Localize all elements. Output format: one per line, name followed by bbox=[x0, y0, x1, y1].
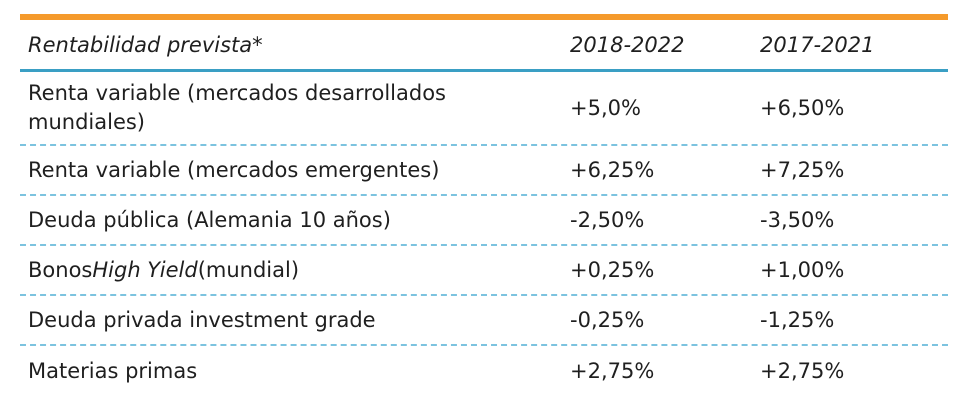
row-value-a: +6,25% bbox=[570, 158, 655, 182]
row-label-italic: High Yield bbox=[92, 258, 198, 282]
row-label: Deuda privada investment grade bbox=[28, 308, 376, 332]
table-row: Bonos High Yield (mundial) +0,25% +1,00% bbox=[20, 246, 948, 296]
row-label: Renta variable (mercados desarrollados m… bbox=[28, 81, 447, 134]
table-row: Deuda privada investment grade -0,25% -1… bbox=[20, 296, 948, 346]
header-period-2017-2021: 2017-2021 bbox=[760, 32, 875, 57]
row-value-b: +1,00% bbox=[760, 258, 845, 282]
row-value-a: -0,25% bbox=[570, 308, 645, 332]
row-label: Deuda pública (Alemania 10 años) bbox=[28, 208, 391, 232]
row-value-b: +2,75% bbox=[760, 359, 845, 383]
table-row: Deuda pública (Alemania 10 años) -2,50% … bbox=[20, 196, 948, 246]
row-value-b: -3,50% bbox=[760, 208, 835, 232]
table-header: Rentabilidad prevista* 2018-2022 2017-20… bbox=[20, 20, 948, 72]
row-value-a: +5,0% bbox=[570, 96, 641, 120]
row-value-b: +7,25% bbox=[760, 158, 845, 182]
row-value-a: -2,50% bbox=[570, 208, 645, 232]
table-row: Renta variable (mercados emergentes) +6,… bbox=[20, 146, 948, 196]
row-value-b: +6,50% bbox=[760, 96, 845, 120]
row-label: Renta variable (mercados emergentes) bbox=[28, 158, 440, 182]
row-value-a: +0,25% bbox=[570, 258, 655, 282]
row-value-b: -1,25% bbox=[760, 308, 835, 332]
top-accent-bar bbox=[20, 14, 948, 20]
row-label-prefix: Bonos bbox=[28, 258, 93, 282]
row-label: Materias primas bbox=[28, 359, 198, 383]
header-period-2018-2022: 2018-2022 bbox=[570, 32, 685, 57]
row-label: Bonos High Yield (mundial) bbox=[28, 246, 299, 294]
table-row: Materias primas +2,75% +2,75% bbox=[20, 346, 948, 396]
row-value-a: +2,75% bbox=[570, 359, 655, 383]
header-label: Rentabilidad prevista* bbox=[28, 32, 263, 57]
row-label-suffix: (mundial) bbox=[197, 258, 300, 282]
table-row: Renta variable (mercados desarrollados m… bbox=[20, 72, 948, 146]
